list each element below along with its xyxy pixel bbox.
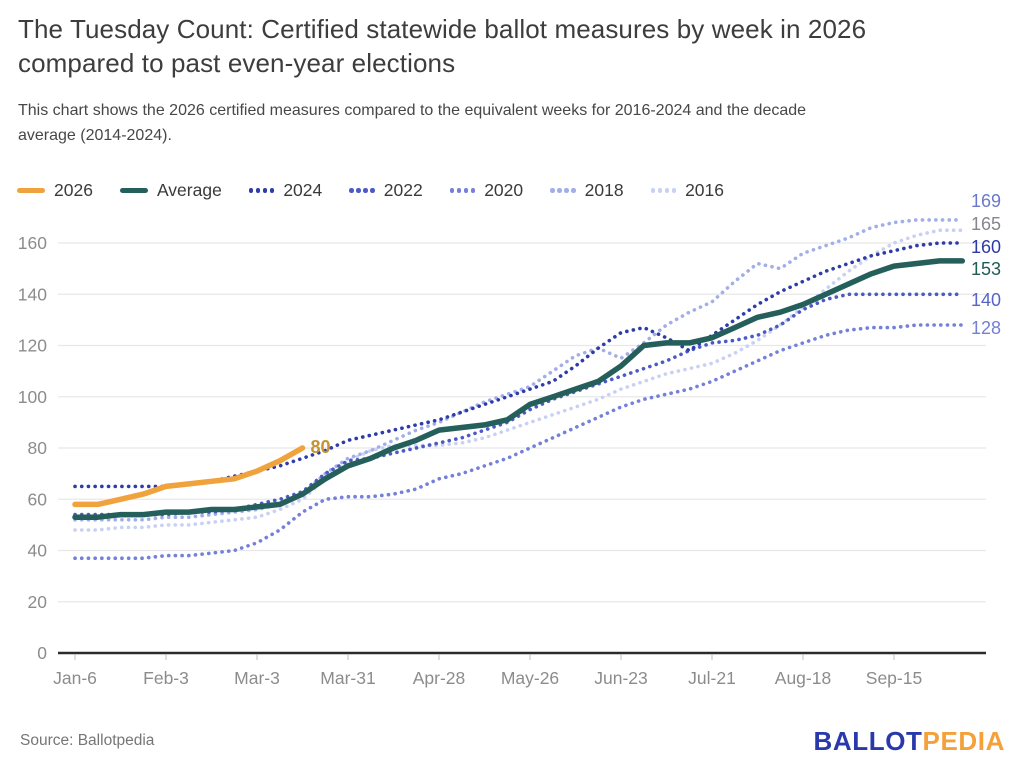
end-label-169: 169 [971, 191, 1001, 211]
ballotpedia-logo: BALLOTPEDIA [814, 726, 1006, 757]
x-tick-label-Apr-28: Apr-28 [413, 668, 466, 688]
source-text: Source: Ballotpedia [20, 732, 155, 749]
end-label-140: 140 [971, 290, 1001, 310]
legend-item-2016: 2016 [650, 180, 724, 201]
x-tick-label-Aug-18: Aug-18 [775, 668, 831, 688]
page-title: The Tuesday Count: Certified statewide b… [18, 12, 1008, 80]
title-line-2: compared to past even-year elections [18, 48, 456, 78]
y-tick-label-60: 60 [28, 489, 48, 509]
logo-ballot: BALLOT [813, 726, 923, 756]
legend-item-2024: 2024 [248, 180, 323, 201]
chart-legend: 2026 Average 2024 2022 2020 2018 2016 [17, 180, 724, 201]
series-line-2026 [72, 445, 306, 508]
legend-item-Average: Average [119, 180, 222, 201]
end-label-128: 128 [971, 318, 1001, 338]
legend-label-2024: 2024 [283, 180, 323, 200]
series-line-Average [72, 258, 966, 520]
end-label-153: 153 [971, 259, 1001, 279]
legend-label-2018: 2018 [584, 180, 624, 200]
legend-label-2026: 2026 [54, 180, 93, 200]
legend-label-2022: 2022 [383, 180, 423, 200]
x-tick-label-Feb-3: Feb-3 [143, 668, 189, 688]
legend-swatch-2018 [550, 188, 576, 193]
subtitle-line-2: average (2014-2024). [18, 126, 172, 144]
legend-label-2020: 2020 [484, 180, 524, 200]
y-tick-label-100: 100 [18, 387, 47, 407]
x-tick-label-Jan-6: Jan-6 [53, 668, 97, 688]
legend-swatch-2024 [248, 188, 275, 193]
legend-item-2018: 2018 [550, 180, 624, 201]
y-tick-label-40: 40 [28, 541, 48, 561]
legend-swatch-2022 [349, 188, 375, 193]
legend-item-2026: 2026 [17, 180, 93, 201]
legend-label-2016: 2016 [685, 180, 724, 200]
legend-swatch-Average [119, 188, 148, 193]
y-tick-label-20: 20 [28, 592, 48, 612]
legend-item-2022: 2022 [349, 180, 423, 201]
y-tick-label-160: 160 [18, 233, 47, 253]
x-tick-label-Mar-31: Mar-31 [320, 668, 375, 688]
legend-label-Average: Average [156, 180, 222, 200]
x-tick-label-Jun-23: Jun-23 [594, 668, 648, 688]
logo-pedia: PEDIA [922, 726, 1005, 756]
legend-swatch-2020 [449, 188, 476, 193]
series-line-2020 [73, 323, 965, 561]
end-label-160: 160 [971, 237, 1001, 257]
legend-swatch-2016 [650, 188, 677, 193]
end-label-165: 165 [971, 214, 1001, 234]
y-tick-label-120: 120 [18, 336, 47, 356]
legend-swatch-2026 [17, 188, 45, 193]
y-tick-label-0: 0 [37, 643, 47, 663]
y-tick-label-80: 80 [28, 438, 48, 458]
series-line-2024 [73, 241, 965, 489]
title-line-1: The Tuesday Count: Certified statewide b… [18, 14, 867, 44]
x-tick-label-Sep-15: Sep-15 [866, 668, 922, 688]
subtitle-line-1: This chart shows the 2026 certified meas… [18, 102, 807, 119]
x-tick-label-Jul-21: Jul-21 [688, 668, 736, 688]
series-line-2018 [73, 218, 965, 522]
chart-subtitle: This chart shows the 2026 certified meas… [18, 99, 978, 148]
series-line-2016 [73, 228, 965, 532]
x-tick-label-May-26: May-26 [501, 668, 559, 688]
legend-item-2020: 2020 [449, 180, 524, 201]
data-point-label-80: 80 [311, 437, 331, 457]
x-tick-label-Mar-3: Mar-3 [234, 668, 280, 688]
y-tick-label-140: 140 [18, 284, 47, 304]
